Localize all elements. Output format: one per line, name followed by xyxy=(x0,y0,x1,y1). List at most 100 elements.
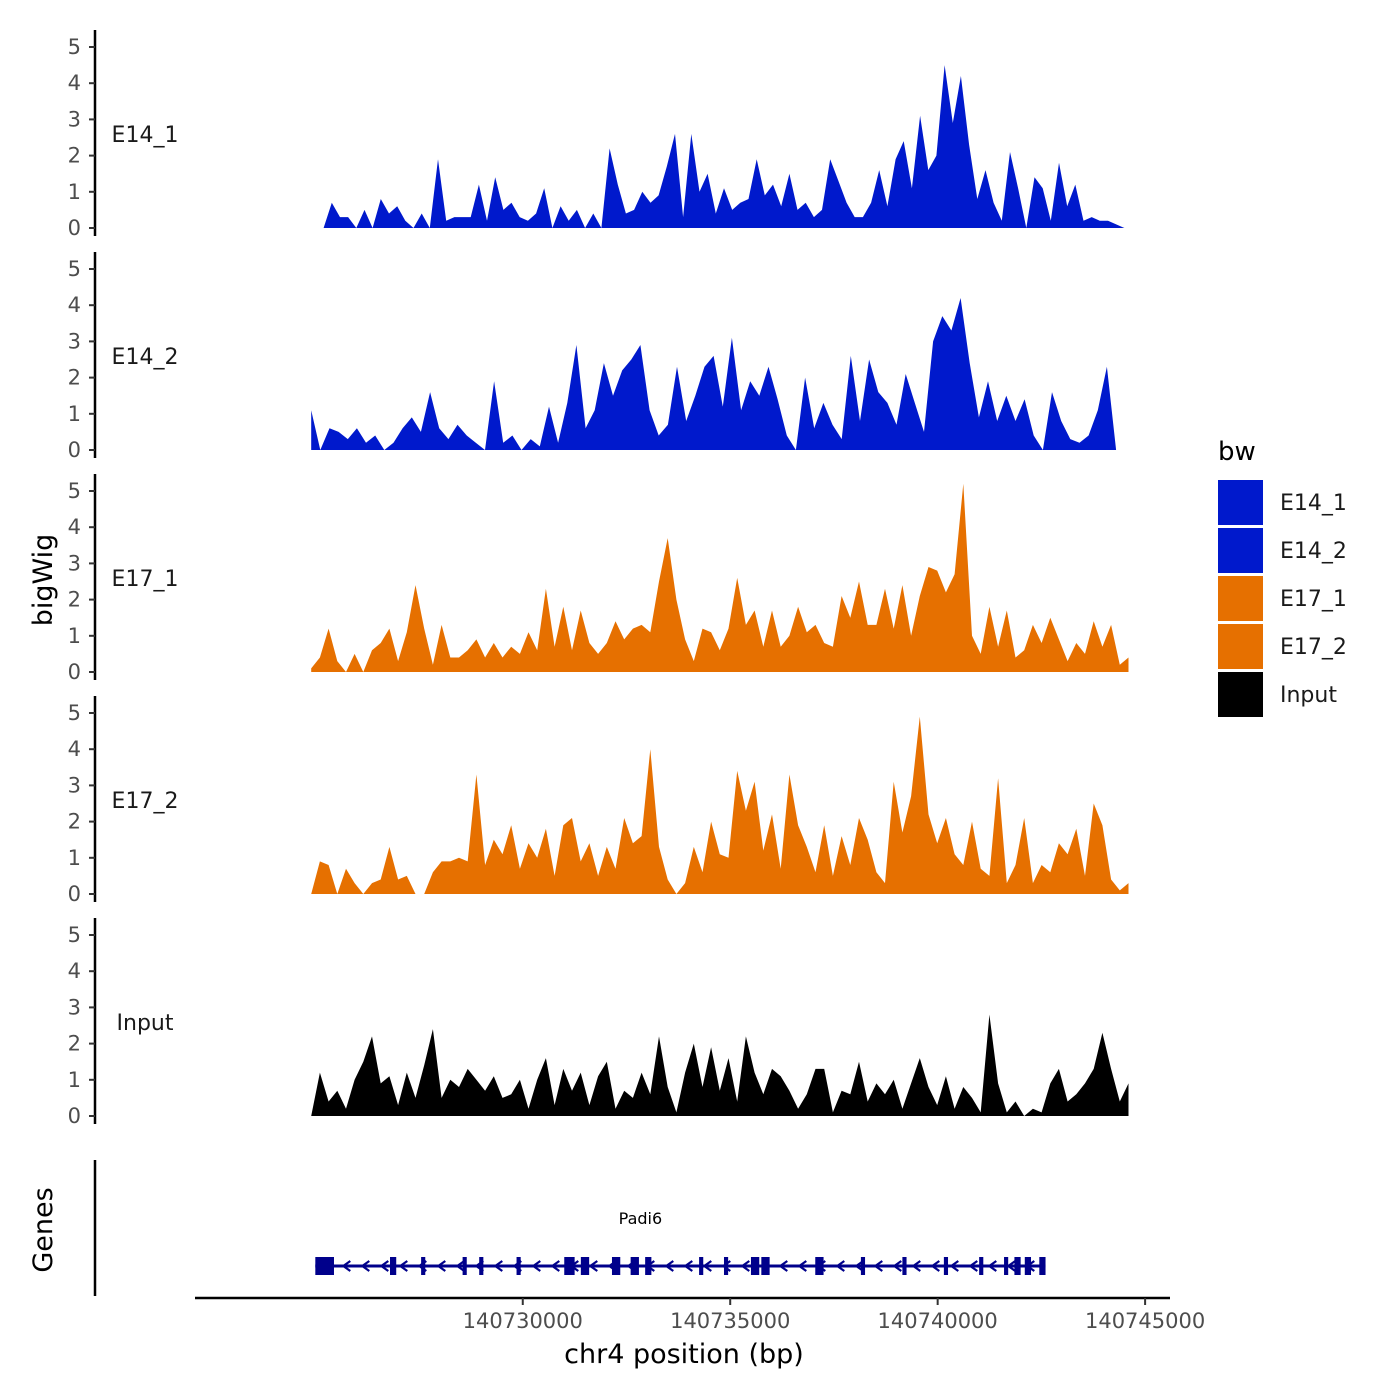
exon xyxy=(750,1257,760,1275)
exon xyxy=(390,1257,397,1275)
legend-label-E17_1: E17_1 xyxy=(1280,587,1347,612)
track-label: Input xyxy=(117,1011,174,1036)
strand-arrow xyxy=(493,1260,503,1272)
y-tick-label: 1 xyxy=(68,624,81,648)
y-tick-label: 2 xyxy=(68,144,81,168)
x-tick-label: 140730000 xyxy=(463,1309,583,1333)
exon xyxy=(516,1257,521,1275)
gene-track: Padi6 xyxy=(93,1160,1046,1296)
y-tick-label: 5 xyxy=(68,701,81,725)
strand-arrow xyxy=(835,1260,845,1272)
x-axis-title: chr4 position (bp) xyxy=(564,1339,804,1370)
legend-label-Input: Input xyxy=(1280,683,1337,708)
exon xyxy=(580,1257,590,1275)
strand-arrow xyxy=(683,1260,693,1272)
strand-arrow xyxy=(987,1260,997,1272)
exon xyxy=(421,1257,426,1275)
track-label: E14_2 xyxy=(112,345,179,370)
y-tick-label: 1 xyxy=(68,402,81,426)
exon xyxy=(564,1257,575,1275)
y-tick-label: 2 xyxy=(68,588,81,612)
y-tick-label: 0 xyxy=(68,882,81,906)
strand-arrow xyxy=(360,1260,370,1272)
y-tick-label: 3 xyxy=(68,329,81,353)
strand-arrow xyxy=(892,1260,902,1272)
strand-arrow xyxy=(873,1260,883,1272)
exon xyxy=(1024,1257,1032,1275)
y-tick-label: 3 xyxy=(68,995,81,1019)
y-tick-label: 1 xyxy=(68,846,81,870)
strand-arrow xyxy=(740,1260,750,1272)
exon xyxy=(479,1257,484,1275)
strand-arrow xyxy=(797,1260,807,1272)
strand-arrow xyxy=(341,1260,351,1272)
y-tick-label: 2 xyxy=(68,366,81,390)
y-tick-label: 4 xyxy=(68,959,81,983)
bigwig-tracks: 0 1 2 3 4 5 E14_1 0 1 2 3 4 5 E14_2 0 1 2 3 4 5 E17_1 0 1 2 3 4 5 E… xyxy=(68,30,1129,1128)
exon xyxy=(902,1257,907,1275)
y-tick-label: 3 xyxy=(68,551,81,575)
exon xyxy=(462,1257,467,1275)
legend-label-E14_1: E14_1 xyxy=(1280,491,1347,516)
strand-arrow xyxy=(968,1260,978,1272)
y-tick-label: 1 xyxy=(68,180,81,204)
y-tick-label: 1 xyxy=(68,1068,81,1092)
y-tick-label: 4 xyxy=(68,515,81,539)
y-tick-label: 5 xyxy=(68,257,81,281)
track-E17_2: 0 1 2 3 4 5 E17_2 xyxy=(68,696,1129,906)
y-tick-label: 4 xyxy=(68,737,81,761)
genes-axis-title: Genes xyxy=(28,1187,59,1272)
legend-label-E17_2: E17_2 xyxy=(1280,635,1347,660)
exon xyxy=(630,1257,639,1275)
exon xyxy=(1004,1257,1009,1275)
strand-arrow xyxy=(949,1260,959,1272)
track-E17_1: 0 1 2 3 4 5 E17_1 xyxy=(68,474,1129,684)
x-axis: 140730000 140735000 140740000 140745000 xyxy=(195,1296,1205,1333)
exon xyxy=(943,1257,949,1275)
strand-arrow xyxy=(455,1260,465,1272)
legend-swatch-E17_1 xyxy=(1218,576,1263,621)
exon xyxy=(699,1257,704,1275)
gene-name-label: Padi6 xyxy=(619,1209,663,1228)
track-Input: 0 1 2 3 4 5 Input xyxy=(68,918,1129,1128)
area-Input xyxy=(311,1014,1129,1116)
strand-arrow xyxy=(436,1260,446,1272)
x-tick-label: 140745000 xyxy=(1085,1309,1205,1333)
strand-arrow xyxy=(778,1260,788,1272)
exon xyxy=(860,1257,866,1275)
track-label: E17_2 xyxy=(112,789,179,814)
y-tick-label: 3 xyxy=(68,773,81,797)
y-tick-label: 4 xyxy=(68,293,81,317)
area-E14_2 xyxy=(311,298,1117,450)
track-label: E17_1 xyxy=(112,567,179,592)
x-tick-label: 140740000 xyxy=(878,1309,998,1333)
exon xyxy=(1039,1257,1046,1275)
y-tick-label: 5 xyxy=(68,923,81,947)
y-tick-label: 5 xyxy=(68,479,81,503)
y-tick-label: 2 xyxy=(68,810,81,834)
exon xyxy=(815,1257,824,1275)
exon xyxy=(611,1257,621,1275)
legend-swatch-E14_2 xyxy=(1218,528,1263,573)
legend-swatch-Input xyxy=(1218,672,1263,717)
strand-arrow xyxy=(1006,1260,1016,1272)
y-tick-label: 5 xyxy=(68,35,81,59)
exon xyxy=(723,1257,729,1275)
legend-swatch-E14_1 xyxy=(1218,480,1263,525)
x-tick-label: 140735000 xyxy=(670,1309,790,1333)
strand-arrow xyxy=(550,1260,560,1272)
exon xyxy=(979,1257,984,1275)
y-tick-label: 3 xyxy=(68,107,81,131)
y-tick-label: 0 xyxy=(68,216,81,240)
area-E14_1 xyxy=(323,65,1125,228)
y-axis-title: bigWig xyxy=(28,534,59,627)
legend-label-E14_2: E14_2 xyxy=(1280,539,1347,564)
area-E17_2 xyxy=(311,716,1129,894)
y-tick-label: 0 xyxy=(68,1104,81,1128)
strand-arrow xyxy=(702,1260,712,1272)
y-tick-label: 0 xyxy=(68,438,81,462)
strand-arrow xyxy=(664,1260,674,1272)
legend-title: bw xyxy=(1218,437,1256,467)
track-E14_2: 0 1 2 3 4 5 E14_2 xyxy=(68,252,1117,462)
